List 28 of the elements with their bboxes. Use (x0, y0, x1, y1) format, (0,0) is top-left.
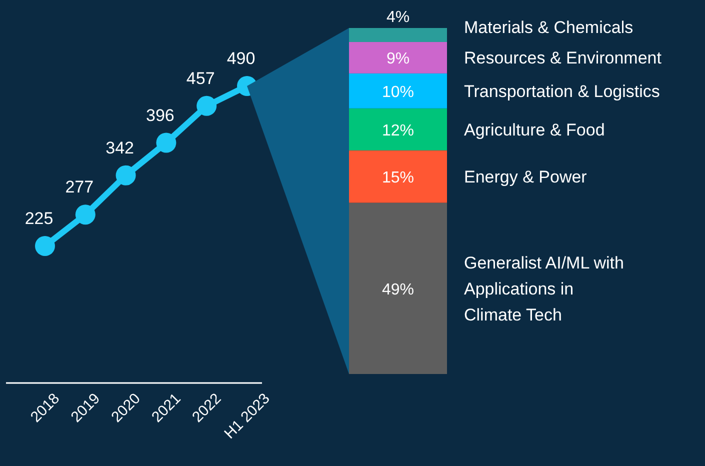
data-label: 4% (386, 9, 410, 26)
data-label: 342 (106, 138, 134, 158)
data-label: 10% (382, 84, 414, 101)
point (156, 132, 176, 153)
series-label: Transportation & Logistics (464, 82, 660, 101)
data-label: 49% (382, 281, 414, 298)
data-label: 396 (146, 106, 174, 125)
data-label: 225 (24, 209, 54, 228)
series-label: Agriculture & Food (464, 120, 605, 140)
point (75, 204, 96, 225)
bar (349, 28, 447, 42)
data-label: 457 (186, 68, 215, 88)
series-label: Materials & Chemicals (464, 18, 634, 37)
series-label: Generalist AI/ML with Applications in Climate Tech (464, 253, 624, 324)
point (196, 96, 217, 116)
series-label: Energy & Power (464, 168, 588, 187)
bar (349, 73, 447, 108)
data-label: 277 (65, 178, 94, 197)
data-label: 9% (386, 50, 410, 68)
data-label: 15% (382, 170, 414, 187)
point (35, 236, 55, 256)
bar (349, 108, 447, 150)
data-label: 12% (382, 122, 414, 140)
bar (349, 150, 447, 203)
point (116, 165, 136, 186)
data-label: 490 (226, 49, 256, 68)
series-label: Resources & Environment (464, 48, 662, 68)
bar (349, 42, 447, 74)
